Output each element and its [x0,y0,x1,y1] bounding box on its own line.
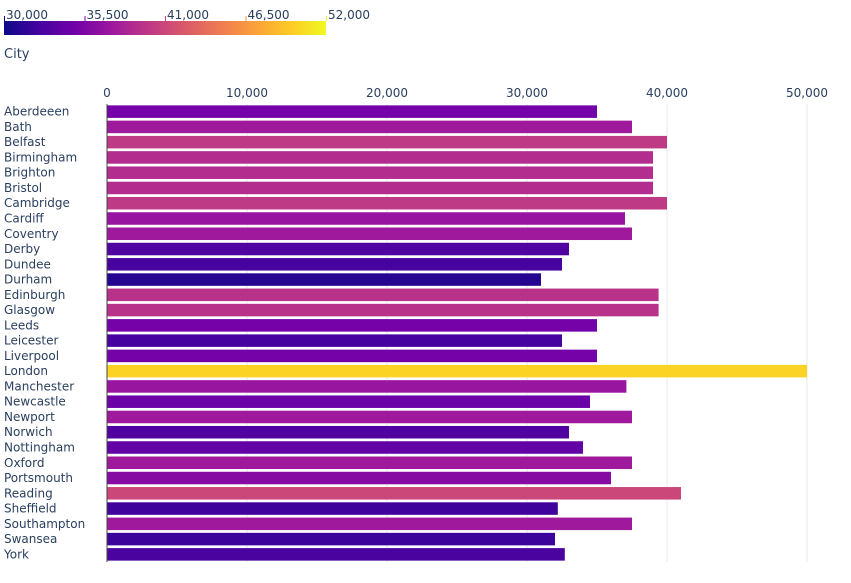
bar-nottingham [107,441,583,454]
colorbar-tick-label: 46,500 [248,8,290,22]
bar-york [107,548,565,561]
category-label: Belfast [4,135,46,149]
category-label: Durham [4,273,52,287]
bars [107,105,807,561]
bar-glasgow [107,303,659,317]
bar-leicester [107,334,562,347]
colorbar-tick-label: 30,000 [6,8,48,22]
gridlines [246,104,808,562]
category-label: Birmingham [4,150,77,164]
bar-derby [107,242,569,256]
category-label: Brighton [4,166,55,180]
legend-title: City [4,47,30,62]
bar-edinburgh [107,288,659,302]
bar-brighton [107,166,653,179]
bar-southampton [107,517,632,531]
bar-london [107,364,807,378]
category-label: Aberdeeen [4,105,69,119]
category-label: Derby [4,242,40,256]
bar-durham [107,273,541,286]
colorbar-tick-label: 52,000 [328,8,370,22]
category-label: Bath [4,120,32,134]
category-label: Manchester [4,379,74,393]
bar-reading [107,487,681,500]
bar-newport [107,410,632,424]
colorbar-tick-label: 41,000 [167,8,209,22]
category-label: Liverpool [4,349,59,363]
category-label: Sheffield [4,502,57,516]
bar-leeds [107,319,597,332]
bar-swansea [107,532,555,546]
bar-manchester [107,380,627,393]
category-label: Leeds [4,318,39,332]
bar-cambridge [107,196,667,210]
category-label: Cambridge [4,196,70,210]
bar-sheffield [107,502,558,515]
category-label: Portsmouth [4,471,73,485]
bar-bath [107,120,632,134]
category-label: Newport [4,410,55,424]
category-label: Newcastle [4,395,66,409]
bar-oxford [107,456,632,470]
x-tick-label: 0 [103,86,111,100]
bar-newcastle [107,395,590,408]
bar-norwich [107,425,569,439]
bar-bristol [107,181,653,195]
category-label: Coventry [4,227,59,241]
category-label: Oxford [4,456,44,470]
x-tick-label: 50,000 [786,86,828,100]
colorbar-legend: 30,000 35,500 41,000 46,500 52,000 [4,8,370,35]
bar-coventry [107,227,632,241]
category-label: Bristol [4,181,42,195]
x-tick-label: 10,000 [226,86,268,100]
x-tick-label: 40,000 [646,86,688,100]
category-label: Glasgow [4,303,55,317]
category-label: Dundee [4,257,51,271]
colorbar [4,21,326,35]
colorbar-tick-label: 35,500 [87,8,129,22]
category-label: Leicester [4,334,59,348]
bar-liverpool [107,349,597,363]
bar-dundee [107,258,562,271]
category-label: Edinburgh [4,288,65,302]
category-label: Southampton [4,517,85,531]
bar-aberdeeen [107,105,597,118]
x-tick-label: 30,000 [506,86,548,100]
category-label: Norwich [4,425,53,439]
category-label: Nottingham [4,441,75,455]
bar-belfast [107,135,667,149]
category-label: York [3,547,29,561]
bar-portsmouth [107,471,611,485]
category-label: Swansea [4,532,57,546]
bar-birmingham [107,151,653,164]
bar-cardiff [107,212,625,225]
x-axis: 0 10,000 20,000 30,000 40,000 50,000 [103,86,828,100]
x-tick-label: 20,000 [366,86,408,100]
category-label: Reading [4,486,53,500]
category-label: London [4,364,48,378]
category-label: Cardiff [4,212,44,226]
